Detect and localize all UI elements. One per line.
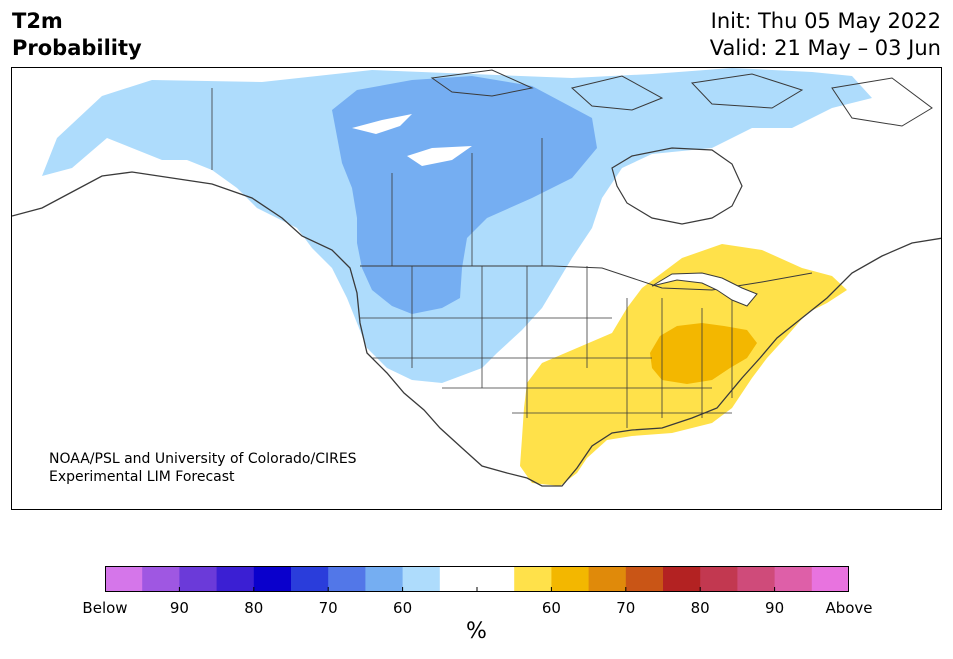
colorbar-labels: Below 90 80 70 60 60 70 80 90 Above bbox=[0, 599, 953, 619]
forecast-dates: Init: Thu 05 May 2022 Valid: 21 May – 03… bbox=[710, 8, 941, 62]
colorbar-tick-label: 60 bbox=[393, 599, 413, 617]
colorbar-swatch bbox=[439, 566, 478, 592]
colorbar-swatch bbox=[477, 566, 515, 592]
colorbar-tick-label: Above bbox=[825, 599, 873, 617]
colorbar-tick-label: 90 bbox=[169, 599, 189, 617]
colorbar-swatch bbox=[700, 566, 738, 592]
great-lakes bbox=[651, 272, 758, 307]
colorbar-tick-label: 90 bbox=[765, 599, 785, 617]
colorbar-swatch bbox=[663, 566, 701, 592]
colorbar-swatch bbox=[291, 566, 329, 592]
colorbar-swatch bbox=[588, 566, 627, 592]
credit-line2: Experimental LIM Forecast bbox=[49, 469, 235, 485]
title-line1: T2m bbox=[12, 9, 63, 33]
colorbar-swatch bbox=[105, 566, 143, 592]
colorbar-swatch bbox=[253, 566, 292, 592]
arctic-islands bbox=[430, 69, 933, 127]
coastline bbox=[12, 171, 941, 487]
state-lines bbox=[211, 88, 733, 428]
lake-shape-1 bbox=[352, 114, 412, 134]
region-cold-70 bbox=[332, 76, 597, 314]
colorbar-swatch bbox=[551, 566, 590, 592]
credit-text: NOAA/PSL and University of Colorado/CIRE… bbox=[49, 450, 357, 486]
colorbar-tick-label: 80 bbox=[244, 599, 264, 617]
credit-line1: NOAA/PSL and University of Colorado/CIRE… bbox=[49, 451, 357, 467]
valid-dates: Valid: 21 May – 03 Jun bbox=[709, 36, 941, 60]
lake-shape-2 bbox=[407, 146, 472, 166]
hudson-bay bbox=[611, 147, 743, 225]
colorbar-swatch bbox=[811, 566, 849, 592]
region-warm-70 bbox=[650, 323, 757, 384]
colorbar-swatch bbox=[179, 566, 218, 592]
init-date: Init: Thu 05 May 2022 bbox=[710, 9, 941, 33]
colorbar-swatch bbox=[625, 566, 664, 592]
colorbar-tick-label: Below bbox=[82, 599, 128, 617]
colorbar-tick-label: 70 bbox=[616, 599, 636, 617]
colorbar-swatch bbox=[737, 566, 776, 592]
colorbar-swatch bbox=[328, 566, 366, 592]
colorbar-swatch bbox=[514, 566, 552, 592]
map-title: T2m Probability bbox=[12, 8, 142, 62]
colorbar-tick-label: 60 bbox=[541, 599, 561, 617]
title-line2: Probability bbox=[12, 36, 142, 60]
colorbar-tick-label: 80 bbox=[690, 599, 710, 617]
map-panel bbox=[11, 67, 942, 510]
colorbar-swatch bbox=[774, 566, 813, 592]
map-svg bbox=[12, 68, 941, 487]
colorbar-swatch bbox=[365, 566, 404, 592]
colorbar-swatch bbox=[402, 566, 441, 592]
colorbar-tick-label: 70 bbox=[318, 599, 338, 617]
colorbar-swatch bbox=[216, 566, 255, 592]
colorbar-unit: % bbox=[466, 619, 487, 644]
colorbar bbox=[105, 566, 849, 592]
colorbar-swatch bbox=[142, 566, 180, 592]
